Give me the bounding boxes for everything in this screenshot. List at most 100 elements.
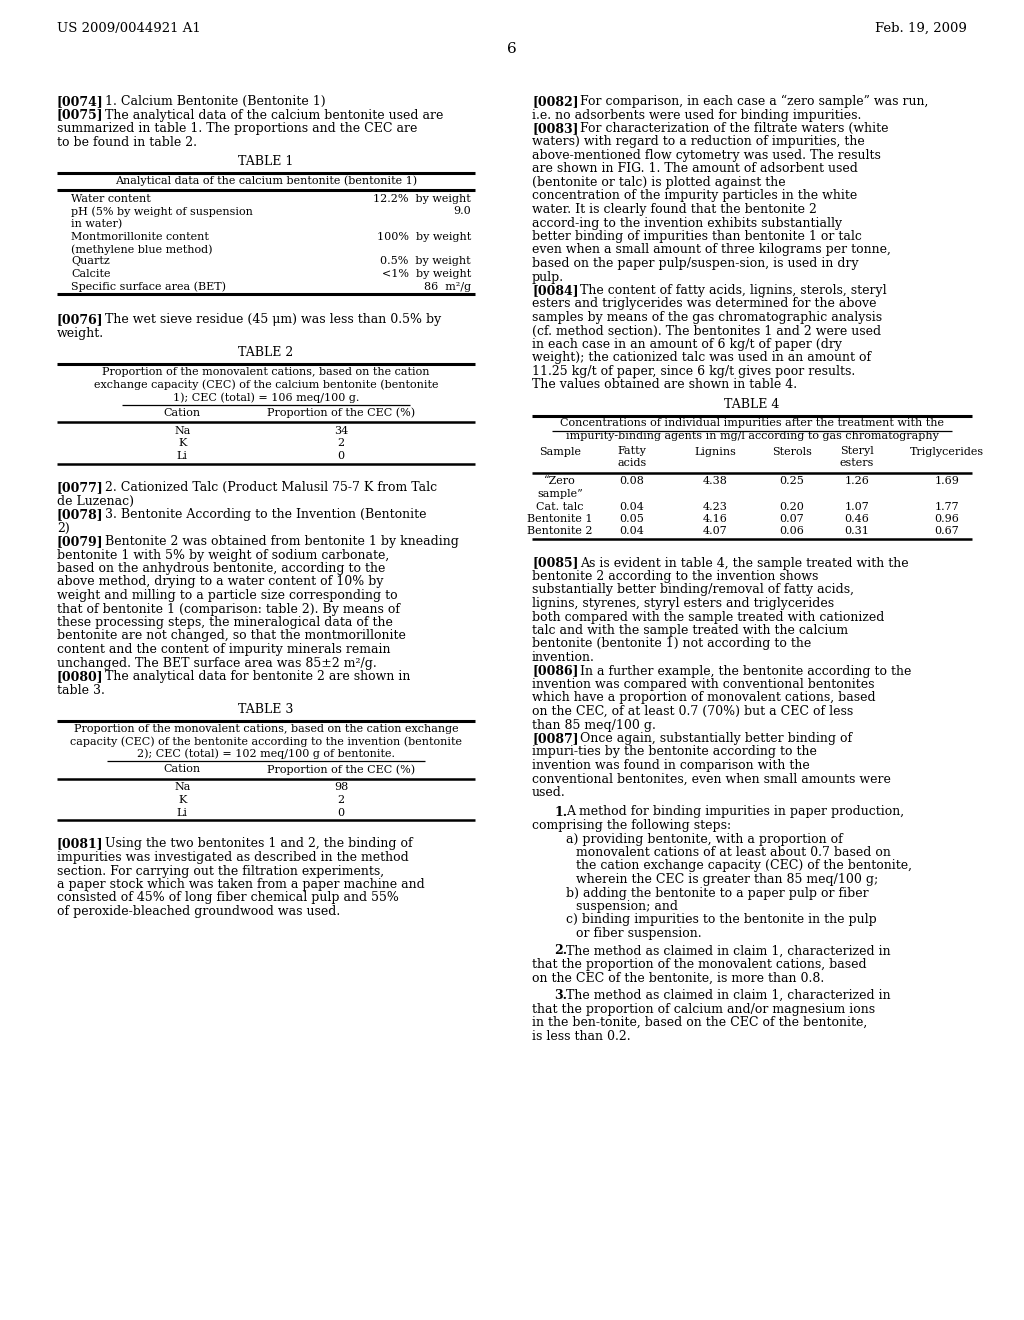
Text: [0086]: [0086] bbox=[532, 664, 579, 677]
Text: 34: 34 bbox=[334, 426, 348, 436]
Text: pH (5% by weight of suspension: pH (5% by weight of suspension bbox=[71, 206, 253, 216]
Text: bentonite 2 according to the invention shows: bentonite 2 according to the invention s… bbox=[532, 570, 818, 583]
Text: 2: 2 bbox=[338, 795, 345, 805]
Text: 0.67: 0.67 bbox=[935, 527, 959, 536]
Text: Feb. 19, 2009: Feb. 19, 2009 bbox=[876, 22, 967, 36]
Text: wherein the CEC is greater than 85 meq/100 g;: wherein the CEC is greater than 85 meq/1… bbox=[575, 873, 879, 886]
Text: even when a small amount of three kilograms per tonne,: even when a small amount of three kilogr… bbox=[532, 243, 891, 256]
Text: water. It is clearly found that the bentonite 2: water. It is clearly found that the bent… bbox=[532, 203, 817, 216]
Text: 0.5%  by weight: 0.5% by weight bbox=[380, 256, 471, 267]
Text: weight); the cationized talc was used in an amount of: weight); the cationized talc was used in… bbox=[532, 351, 871, 364]
Text: 1.: 1. bbox=[554, 805, 567, 818]
Text: esters and triglycerides was determined for the above: esters and triglycerides was determined … bbox=[532, 297, 877, 310]
Text: Triglycerides: Triglycerides bbox=[910, 446, 984, 457]
Text: 1. Calcium Bentonite (Bentonite 1): 1. Calcium Bentonite (Bentonite 1) bbox=[105, 95, 326, 108]
Text: of peroxide-bleached groundwood was used.: of peroxide-bleached groundwood was used… bbox=[57, 906, 340, 917]
Text: <1%  by weight: <1% by weight bbox=[382, 269, 471, 279]
Text: than 85 meq/100 g.: than 85 meq/100 g. bbox=[532, 718, 656, 731]
Text: impurity-binding agents in mg/l according to gas chromatography: impurity-binding agents in mg/l accordin… bbox=[565, 432, 938, 441]
Text: based on the paper pulp/suspen-sion, is used in dry: based on the paper pulp/suspen-sion, is … bbox=[532, 257, 859, 271]
Text: weight.: weight. bbox=[57, 327, 104, 341]
Text: content and the content of impurity minerals remain: content and the content of impurity mine… bbox=[57, 643, 390, 656]
Text: 86  m²/g: 86 m²/g bbox=[424, 281, 471, 292]
Text: US 2009/0044921 A1: US 2009/0044921 A1 bbox=[57, 22, 201, 36]
Text: 9.0: 9.0 bbox=[454, 206, 471, 216]
Text: 4.07: 4.07 bbox=[702, 527, 727, 536]
Text: bentonite (bentonite 1) not according to the: bentonite (bentonite 1) not according to… bbox=[532, 638, 811, 651]
Text: 1.69: 1.69 bbox=[935, 477, 959, 487]
Text: Water content: Water content bbox=[71, 194, 151, 205]
Text: (bentonite or talc) is plotted against the: (bentonite or talc) is plotted against t… bbox=[532, 176, 785, 189]
Text: TABLE 1: TABLE 1 bbox=[239, 154, 294, 168]
Text: are shown in FIG. 1. The amount of adsorbent used: are shown in FIG. 1. The amount of adsor… bbox=[532, 162, 858, 176]
Text: esters: esters bbox=[840, 458, 874, 469]
Text: b) adding the bentonite to a paper pulp or fiber: b) adding the bentonite to a paper pulp … bbox=[566, 887, 868, 899]
Text: c) binding impurities to the bentonite in the pulp: c) binding impurities to the bentonite i… bbox=[566, 913, 877, 927]
Text: 0.20: 0.20 bbox=[779, 502, 805, 511]
Text: Proportion of the CEC (%): Proportion of the CEC (%) bbox=[267, 764, 416, 775]
Text: concentration of the impurity particles in the white: concentration of the impurity particles … bbox=[532, 190, 857, 202]
Text: pulp.: pulp. bbox=[532, 271, 564, 284]
Text: above-mentioned flow cytometry was used. The results: above-mentioned flow cytometry was used.… bbox=[532, 149, 881, 162]
Text: TABLE 2: TABLE 2 bbox=[239, 346, 294, 359]
Text: The analytical data for bentonite 2 are shown in: The analytical data for bentonite 2 are … bbox=[105, 671, 411, 682]
Text: 1.07: 1.07 bbox=[845, 502, 869, 511]
Text: K: K bbox=[178, 438, 186, 449]
Text: 100%  by weight: 100% by weight bbox=[377, 231, 471, 242]
Text: For characterization of the filtrate waters (white: For characterization of the filtrate wat… bbox=[580, 121, 889, 135]
Text: in water): in water) bbox=[71, 219, 122, 230]
Text: K: K bbox=[178, 795, 186, 805]
Text: capacity (CEC) of the bentonite according to the invention (bentonite: capacity (CEC) of the bentonite accordin… bbox=[70, 737, 462, 747]
Text: which have a proportion of monovalent cations, based: which have a proportion of monovalent ca… bbox=[532, 692, 876, 705]
Text: Calcite: Calcite bbox=[71, 269, 111, 279]
Text: 2); CEC (total) = 102 meq/100 g of bentonite.: 2); CEC (total) = 102 meq/100 g of bento… bbox=[137, 748, 395, 759]
Text: 0.96: 0.96 bbox=[935, 513, 959, 524]
Text: Using the two bentonites 1 and 2, the binding of: Using the two bentonites 1 and 2, the bi… bbox=[105, 837, 413, 850]
Text: substantially better binding/removal of fatty acids,: substantially better binding/removal of … bbox=[532, 583, 854, 597]
Text: 4.23: 4.23 bbox=[702, 502, 727, 511]
Text: [0083]: [0083] bbox=[532, 121, 579, 135]
Text: on the CEC of the bentonite, is more than 0.8.: on the CEC of the bentonite, is more tha… bbox=[532, 972, 824, 985]
Text: 0.04: 0.04 bbox=[620, 502, 644, 511]
Text: (cf. method section). The bentonites 1 and 2 were used: (cf. method section). The bentonites 1 a… bbox=[532, 325, 881, 338]
Text: consisted of 45% of long fiber chemical pulp and 55%: consisted of 45% of long fiber chemical … bbox=[57, 891, 399, 904]
Text: The analytical data of the calcium bentonite used are: The analytical data of the calcium bento… bbox=[105, 108, 443, 121]
Text: TABLE 3: TABLE 3 bbox=[239, 704, 294, 715]
Text: in the ben-tonite, based on the CEC of the bentonite,: in the ben-tonite, based on the CEC of t… bbox=[532, 1016, 867, 1030]
Text: a) providing bentonite, with a proportion of: a) providing bentonite, with a proportio… bbox=[566, 833, 843, 846]
Text: waters) with regard to a reduction of impurities, the: waters) with regard to a reduction of im… bbox=[532, 136, 864, 149]
Text: conventional bentonites, even when small amounts were: conventional bentonites, even when small… bbox=[532, 772, 891, 785]
Text: [0077]: [0077] bbox=[57, 480, 103, 494]
Text: [0081]: [0081] bbox=[57, 837, 103, 850]
Text: Specific surface area (BET): Specific surface area (BET) bbox=[71, 281, 226, 292]
Text: 0: 0 bbox=[338, 808, 345, 817]
Text: 12.2%  by weight: 12.2% by weight bbox=[374, 194, 471, 205]
Text: used.: used. bbox=[532, 785, 565, 799]
Text: [0079]: [0079] bbox=[57, 535, 103, 548]
Text: weight and milling to a particle size corresponding to: weight and milling to a particle size co… bbox=[57, 589, 397, 602]
Text: Analytical data of the calcium bentonite (bentonite 1): Analytical data of the calcium bentonite… bbox=[115, 176, 417, 186]
Text: As is evident in table 4, the sample treated with the: As is evident in table 4, the sample tre… bbox=[580, 557, 908, 569]
Text: impuri-ties by the bentonite according to the: impuri-ties by the bentonite according t… bbox=[532, 746, 817, 759]
Text: Fatty: Fatty bbox=[617, 446, 646, 455]
Text: 11.25 kg/t of paper, since 6 kg/t gives poor results.: 11.25 kg/t of paper, since 6 kg/t gives … bbox=[532, 366, 855, 378]
Text: or fiber suspension.: or fiber suspension. bbox=[575, 927, 701, 940]
Text: Bentonite 2: Bentonite 2 bbox=[527, 527, 593, 536]
Text: “Zero: “Zero bbox=[544, 477, 575, 487]
Text: [0078]: [0078] bbox=[57, 508, 103, 521]
Text: that the proportion of the monovalent cations, based: that the proportion of the monovalent ca… bbox=[532, 958, 866, 972]
Text: both compared with the sample treated with cationized: both compared with the sample treated wi… bbox=[532, 610, 885, 623]
Text: Lignins: Lignins bbox=[694, 446, 736, 457]
Text: de Luzenac): de Luzenac) bbox=[57, 495, 134, 507]
Text: 0.05: 0.05 bbox=[620, 513, 644, 524]
Text: sample”: sample” bbox=[538, 488, 583, 499]
Text: Once again, substantially better binding of: Once again, substantially better binding… bbox=[580, 733, 852, 744]
Text: The content of fatty acids, lignins, sterols, steryl: The content of fatty acids, lignins, ste… bbox=[580, 284, 887, 297]
Text: 2): 2) bbox=[57, 521, 70, 535]
Text: Na: Na bbox=[174, 783, 190, 792]
Text: these processing steps, the mineralogical data of the: these processing steps, the mineralogica… bbox=[57, 616, 393, 630]
Text: A method for binding impurities in paper production,: A method for binding impurities in paper… bbox=[566, 805, 904, 818]
Text: that of bentonite 1 (comparison: table 2). By means of: that of bentonite 1 (comparison: table 2… bbox=[57, 602, 400, 615]
Text: a paper stock which was taken from a paper machine and: a paper stock which was taken from a pap… bbox=[57, 878, 425, 891]
Text: 1.77: 1.77 bbox=[935, 502, 959, 511]
